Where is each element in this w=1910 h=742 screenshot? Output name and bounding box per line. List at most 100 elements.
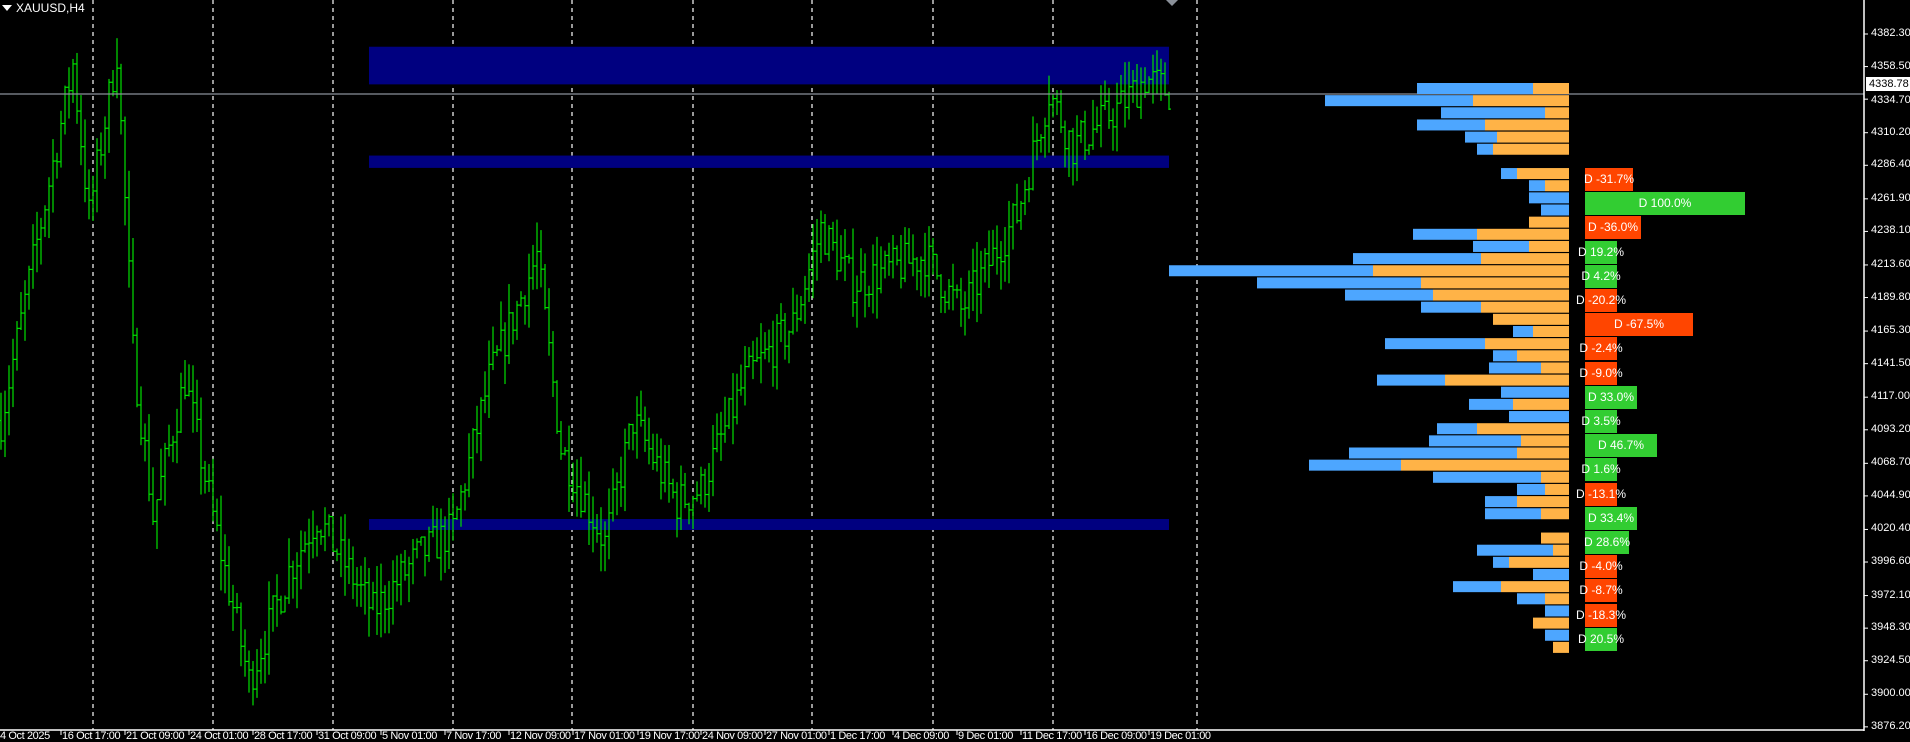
delta-box: D 19.2%: [1578, 240, 1624, 264]
ohlc-bar: [723, 396, 727, 443]
ohlc-bar: [135, 327, 139, 408]
time-tick-label: 24 Oct 01:00: [190, 730, 249, 742]
ohlc-bar: [643, 406, 647, 452]
ohlc-bar: [391, 560, 395, 625]
ohlc-bar: [671, 478, 675, 499]
ohlc-bar: [623, 428, 627, 512]
ohlc-bar: [1143, 67, 1147, 98]
ohlc-bar: [27, 265, 31, 310]
ohlc-bar: [743, 346, 747, 406]
profile-buy-bar: [1421, 301, 1481, 313]
price-tick-label: 4068.70: [1871, 456, 1910, 469]
ohlc-bar: [527, 253, 531, 328]
ohlc-bar: [1063, 120, 1067, 168]
price-tick-label: 4189.80: [1871, 290, 1910, 303]
ohlc-bar: [339, 516, 343, 578]
ohlc-bar: [771, 320, 775, 387]
ohlc-bar: [859, 248, 863, 292]
ohlc-bar: [575, 459, 579, 517]
ohlc-bar: [679, 465, 683, 531]
ohlc-bar: [79, 95, 83, 166]
ohlc-bar: [1119, 74, 1123, 104]
symbol-label[interactable]: XAUUSD,H4: [2, 1, 85, 15]
dropdown-triangle-icon[interactable]: [2, 5, 12, 11]
ohlc-bar: [419, 536, 423, 546]
ohlc-bar: [747, 347, 751, 368]
ohlc-bar: [71, 58, 75, 103]
ohlc-bar: [147, 414, 151, 502]
time-tick-label: 11 Dec 17:00: [1022, 730, 1082, 742]
ohlc-bar: [83, 119, 87, 203]
ohlc-bar: [627, 423, 631, 450]
profile-buy-bar: [1349, 447, 1517, 459]
ohlc-bar: [255, 649, 259, 698]
ohlc-bar: [299, 530, 303, 590]
ohlc-bar: [279, 595, 283, 615]
ohlc-bar: [735, 373, 739, 425]
ohlc-bar: [855, 275, 859, 328]
time-tick-label: 1 Dec 17:00: [830, 730, 885, 742]
profile-buy-bar: [1517, 593, 1545, 605]
ohlc-bar: [635, 396, 639, 459]
ohlc-bar: [67, 67, 71, 119]
ohlc-bar: [111, 70, 115, 97]
ohlc-bar: [267, 581, 271, 675]
ohlc-bar: [195, 379, 199, 433]
profile-sell-bar: [1541, 471, 1569, 483]
ohlc-bar: [175, 408, 179, 464]
ohlc-bar: [295, 552, 299, 609]
ohlc-bar: [1107, 87, 1111, 129]
ohlc-bar: [823, 214, 827, 255]
ohlc-bar: [587, 471, 591, 545]
time-tick-label: 7 Nov 17:00: [446, 730, 501, 742]
ohlc-bar: [683, 472, 687, 509]
ohlc-bar: [359, 565, 363, 607]
ohlc-bar: [499, 301, 503, 352]
ohlc-bar: [479, 397, 483, 462]
ohlc-bar: [595, 514, 599, 543]
delta-box: D -20.2%: [1576, 289, 1626, 312]
ohlc-bar: [1011, 203, 1015, 250]
ohlc-bar: [763, 332, 767, 360]
ohlc-bar: [543, 264, 547, 310]
ohlc-bar: [1147, 76, 1151, 94]
symbol-text: XAUUSD,H4: [16, 1, 85, 15]
price-tick-label: 4334.70: [1871, 94, 1910, 107]
ohlc-bar: [751, 340, 755, 380]
ohlc-bar: [411, 538, 415, 585]
ohlc-bar: [715, 413, 719, 453]
ohlc-bar: [323, 507, 327, 552]
ohlc-bar: [179, 372, 183, 433]
ohlc-bar: [611, 468, 615, 522]
time-tick-label: 5 Nov 01:00: [382, 730, 437, 742]
ohlc-bar: [443, 516, 447, 573]
ohlc-bar: [63, 85, 67, 135]
ohlc-bar: [631, 423, 635, 451]
price-tick-label: 4261.90: [1871, 191, 1910, 204]
ohlc-bar: [767, 329, 771, 363]
ohlc-bar: [271, 595, 275, 632]
ohlc-bar: [3, 390, 7, 458]
ohlc-bar: [1127, 61, 1131, 120]
profile-buy-bar: [1493, 350, 1517, 362]
profile-sell-bar: [1553, 641, 1569, 653]
ohlc-bar: [171, 435, 175, 463]
ohlc-bar: [407, 556, 411, 603]
ohlc-bar: [347, 538, 351, 585]
ohlc-bar: [891, 234, 895, 279]
ohlc-bar: [51, 139, 55, 213]
ohlc-bar: [31, 224, 35, 289]
ohlc-bar: [455, 506, 459, 520]
ohlc-bar: [907, 228, 911, 264]
ohlc-bar: [791, 287, 795, 335]
delta-label: D -8.7%: [1579, 583, 1623, 598]
ohlc-bar: [567, 425, 571, 512]
ohlc-bar: [55, 152, 59, 179]
ohlc-bar: [99, 132, 103, 166]
time-tick-label: 4 Dec 09:00: [894, 730, 949, 742]
price-zone: [369, 519, 1169, 530]
price-tick-label: 3900.00: [1871, 687, 1910, 700]
ohlc-bar: [879, 246, 883, 294]
time-tick-label: 4 Oct 2025: [0, 730, 50, 742]
